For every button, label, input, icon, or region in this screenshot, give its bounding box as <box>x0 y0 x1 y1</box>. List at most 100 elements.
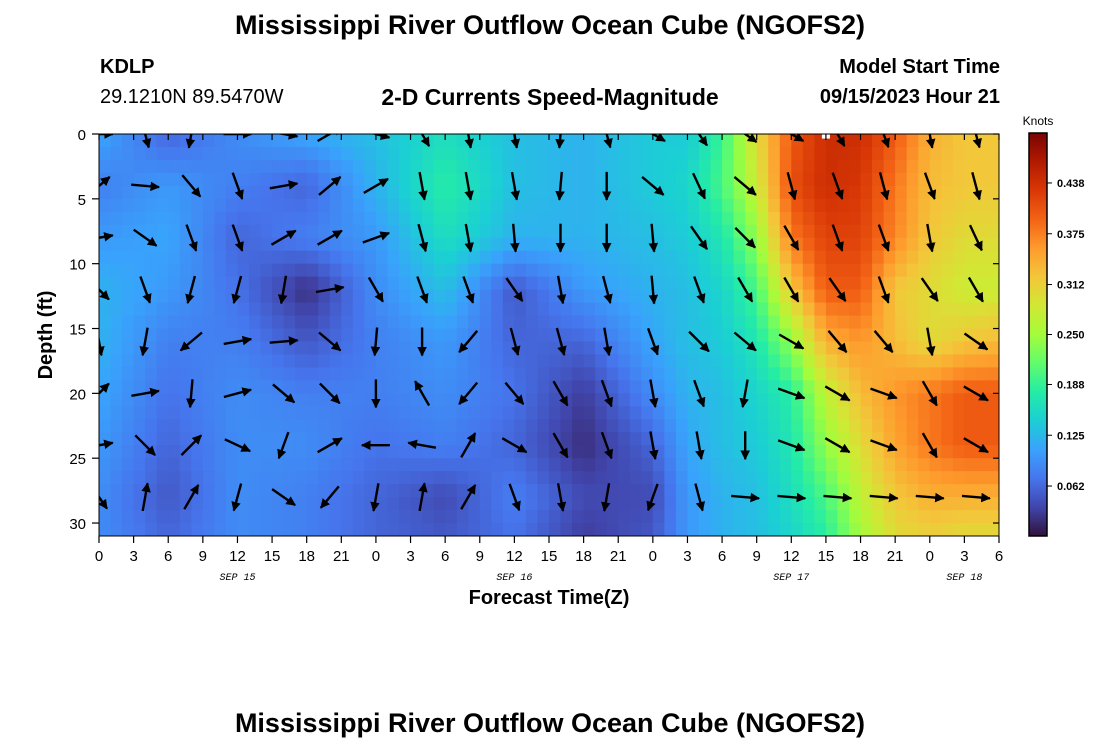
heatmap-cell <box>629 497 642 511</box>
heatmap-cell <box>445 523 458 536</box>
heatmap-cell <box>525 198 539 213</box>
heatmap-cell <box>895 146 908 161</box>
heatmap-cell <box>768 134 781 148</box>
heatmap-cell <box>352 484 365 498</box>
heatmap-cell <box>918 134 931 148</box>
heatmap-cell <box>733 484 746 498</box>
heatmap-cell <box>306 289 319 304</box>
heatmap-cell <box>883 276 896 291</box>
current-vector <box>185 275 197 305</box>
station-id: KDLP <box>100 56 155 78</box>
heatmap-cell <box>433 224 446 239</box>
heatmap-cell <box>595 146 608 161</box>
heatmap-cell <box>929 458 942 472</box>
current-vector <box>972 134 982 149</box>
heatmap-cell <box>122 354 135 369</box>
heatmap-cell <box>802 263 815 278</box>
heatmap-cell <box>502 146 515 161</box>
heatmap-cell <box>664 185 677 200</box>
heatmap-cell <box>122 185 135 200</box>
heatmap-cell <box>849 458 862 472</box>
current-vector <box>133 228 158 247</box>
heatmap-cell <box>168 198 181 213</box>
heatmap-cell <box>491 159 504 174</box>
heatmap-cell <box>468 354 481 369</box>
heatmap-cell <box>99 237 112 252</box>
heatmap-cell <box>214 211 227 226</box>
heatmap-cell <box>110 263 123 278</box>
heatmap-cell <box>249 341 262 356</box>
heatmap-cell <box>802 471 815 485</box>
heatmap-cell <box>906 134 919 148</box>
heatmap-cell <box>387 146 400 161</box>
heatmap-cell <box>525 146 539 161</box>
heatmap-cell <box>549 367 562 381</box>
heatmap-cell <box>618 380 631 394</box>
heatmap-cell <box>399 302 412 317</box>
heatmap-cell <box>272 250 285 265</box>
heatmap-cell <box>237 198 250 213</box>
heatmap-cell <box>664 471 677 485</box>
heatmap-cell <box>699 224 712 239</box>
heatmap-cell <box>433 146 446 161</box>
heatmap-cell <box>514 198 527 213</box>
heatmap-cell <box>618 471 631 485</box>
heatmap-cell <box>618 263 631 278</box>
heatmap-cell <box>745 406 758 420</box>
heatmap-cell <box>502 523 515 536</box>
heatmap-cell <box>249 367 262 381</box>
heatmap-cell <box>756 146 769 161</box>
heatmap-cell <box>722 185 735 200</box>
heatmap-cell <box>987 211 999 226</box>
heatmap-cell <box>560 354 573 369</box>
heatmap-cell <box>202 380 215 394</box>
heatmap-cell <box>479 263 492 278</box>
heatmap-cell <box>664 315 677 330</box>
heatmap-cell <box>814 406 827 420</box>
heatmap-cell <box>606 146 619 161</box>
heatmap-cell <box>756 185 769 200</box>
heatmap-cell <box>191 341 204 356</box>
heatmap-cell <box>906 172 919 187</box>
heatmap-cell <box>895 510 908 524</box>
heatmap-cell <box>699 276 712 291</box>
heatmap-cell <box>260 523 273 536</box>
current-vector <box>416 276 429 304</box>
heatmap-cell <box>514 510 527 524</box>
heatmap-cell <box>699 198 712 213</box>
x-tick-label: 0 <box>926 548 934 565</box>
heatmap-cell <box>629 198 642 213</box>
heatmap-cell <box>918 497 931 511</box>
heatmap-cell <box>491 315 504 330</box>
heatmap-cell <box>699 159 712 174</box>
heatmap-cell <box>410 328 423 343</box>
heatmap-cell <box>895 419 908 433</box>
heatmap-cell <box>502 354 515 369</box>
heatmap-cell <box>145 146 158 161</box>
heatmap-cell <box>652 432 665 446</box>
heatmap-cell <box>872 237 885 252</box>
heatmap-cell <box>710 263 723 278</box>
heatmap-cell <box>860 250 873 265</box>
heatmap-cell <box>433 328 446 343</box>
heatmap-cell <box>987 367 999 381</box>
current-vector <box>464 223 474 253</box>
heatmap-cell <box>283 198 296 213</box>
heatmap-cell <box>295 237 308 252</box>
heatmap-cell <box>479 198 492 213</box>
heatmap-cell <box>952 159 965 174</box>
heatmap-cell <box>306 185 319 200</box>
current-vector <box>739 379 749 409</box>
heatmap-cell <box>652 224 665 239</box>
heatmap-cell <box>122 497 135 511</box>
heatmap-cell <box>191 497 204 511</box>
heatmap-cell <box>191 302 204 317</box>
heatmap-cell <box>837 471 850 485</box>
heatmap-cell <box>906 328 919 343</box>
heatmap-cell <box>895 224 908 239</box>
heatmap-cell <box>733 198 746 213</box>
heatmap-cell <box>468 198 481 213</box>
heatmap-cell <box>837 432 850 446</box>
heatmap-cell <box>433 367 446 381</box>
heatmap-cell <box>733 497 746 511</box>
